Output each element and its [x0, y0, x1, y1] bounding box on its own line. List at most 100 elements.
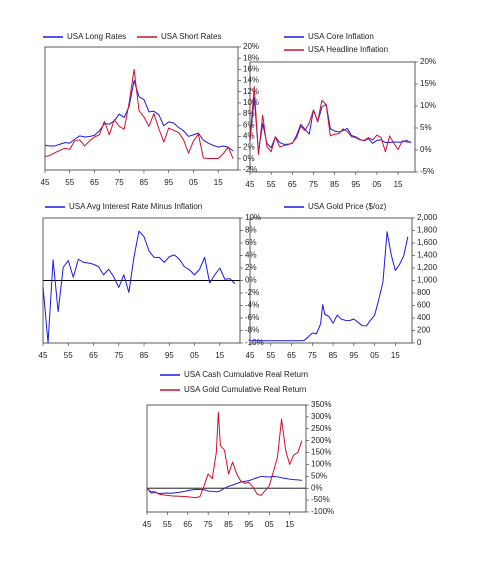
legend-label: USA Long Rates [67, 32, 126, 41]
series-line [249, 86, 411, 155]
x-tick-label: 05 [370, 351, 379, 360]
y-tick-label: 20% [243, 42, 259, 51]
x-tick-label: 65 [287, 351, 296, 360]
y-tick-label: -2% [245, 288, 259, 297]
y-tick-label: -100% [311, 507, 334, 516]
y-tick-label: 5% [420, 123, 432, 132]
x-tick-label: 15 [214, 178, 223, 187]
legend-label: USA Avg Interest Rate Minus Inflation [69, 202, 202, 211]
y-tick-label: 100% [311, 460, 331, 469]
series-line [44, 68, 234, 160]
legend-label: USA Gold Cumulative Real Return [184, 385, 306, 394]
y-tick-label: 0% [243, 154, 255, 163]
plot-frame [44, 46, 239, 171]
x-tick-label: 15 [391, 351, 400, 360]
plot-frame [42, 217, 241, 344]
x-tick-label: 65 [89, 351, 98, 360]
x-tick-label: 45 [41, 178, 50, 187]
series-line [249, 96, 412, 153]
y-tick-label: -5% [420, 167, 434, 176]
y-tick-label: 0% [311, 483, 323, 492]
x-tick-label: 15 [394, 180, 403, 189]
y-tick-label: -6% [245, 313, 259, 322]
x-tick-label: 75 [114, 351, 123, 360]
y-tick-label: 2% [245, 263, 257, 272]
x-tick-label: 05 [189, 178, 198, 187]
y-tick-label: 12% [243, 87, 259, 96]
series-line [146, 475, 302, 494]
x-tick-label: 55 [65, 178, 74, 187]
x-tick-label: 45 [246, 180, 255, 189]
legend-label: USA Cash Cumulative Real Return [184, 370, 308, 379]
y-tick-label: 8% [245, 226, 257, 235]
x-tick-label: 85 [140, 178, 149, 187]
x-tick-label: 55 [64, 351, 73, 360]
y-tick-label: 20% [420, 57, 436, 66]
x-tick-label: 05 [190, 351, 199, 360]
y-tick-label: 600 [417, 301, 431, 310]
y-tick-label: 1,600 [417, 238, 438, 247]
legend-label: USA Short Rates [161, 32, 221, 41]
x-tick-label: 45 [246, 351, 255, 360]
x-tick-label: 15 [285, 520, 294, 529]
y-tick-label: -4% [245, 301, 259, 310]
plot-frame [249, 61, 416, 173]
y-tick-label: 4% [245, 251, 257, 260]
legend-label: USA Core Inflation [308, 32, 374, 41]
y-tick-label: 6% [245, 238, 257, 247]
plot-frame [146, 404, 307, 513]
y-tick-label: 800 [417, 288, 431, 297]
legend-label: USA Headline Inflation [308, 45, 388, 54]
x-tick-label: 95 [349, 351, 358, 360]
x-tick-label: 05 [372, 180, 381, 189]
x-tick-label: 85 [140, 351, 149, 360]
y-tick-label: 0 [417, 338, 422, 347]
y-tick-label: 2,000 [417, 213, 438, 222]
series-line [42, 230, 236, 344]
y-tick-label: 4% [243, 132, 255, 141]
y-tick-label: 1,800 [417, 226, 438, 235]
x-tick-label: 65 [90, 178, 99, 187]
y-tick-label: 250% [311, 424, 331, 433]
y-tick-label: 2% [243, 143, 255, 152]
y-tick-label: 200% [311, 436, 331, 445]
y-tick-label: 0% [245, 276, 257, 285]
x-tick-label: 45 [39, 351, 48, 360]
y-tick-label: 50% [311, 471, 327, 480]
x-tick-label: 75 [204, 520, 213, 529]
x-tick-label: 15 [215, 351, 224, 360]
y-tick-label: 8% [243, 109, 255, 118]
x-tick-label: 75 [308, 351, 317, 360]
x-tick-label: 05 [265, 520, 274, 529]
x-tick-label: 75 [115, 178, 124, 187]
legend-label: USA Gold Price ($/oz) [308, 202, 387, 211]
x-tick-label: 95 [165, 351, 174, 360]
plot-frame [249, 217, 413, 344]
x-tick-label: 85 [330, 180, 339, 189]
series-line [250, 231, 409, 342]
series-line [44, 80, 234, 152]
y-tick-label: 0% [420, 145, 432, 154]
y-tick-label: 10% [420, 101, 436, 110]
y-tick-label: -8% [245, 326, 259, 335]
x-tick-label: 95 [351, 180, 360, 189]
y-tick-label: 1,000 [417, 276, 438, 285]
y-tick-label: 350% [311, 400, 331, 409]
x-tick-label: 55 [163, 520, 172, 529]
y-tick-label: 1,200 [417, 263, 438, 272]
x-tick-label: 85 [329, 351, 338, 360]
x-tick-label: 65 [288, 180, 297, 189]
y-tick-label: 10% [243, 98, 259, 107]
y-tick-label: 18% [243, 53, 259, 62]
x-tick-label: 65 [183, 520, 192, 529]
x-tick-label: 95 [164, 178, 173, 187]
y-tick-label: 16% [243, 64, 259, 73]
y-tick-label: 300% [311, 412, 331, 421]
x-tick-label: 55 [266, 351, 275, 360]
y-tick-label: 6% [243, 120, 255, 129]
x-tick-label: 55 [267, 180, 276, 189]
y-tick-label: 1,400 [417, 251, 438, 260]
y-tick-label: -50% [311, 495, 330, 504]
y-tick-label: 150% [311, 448, 331, 457]
